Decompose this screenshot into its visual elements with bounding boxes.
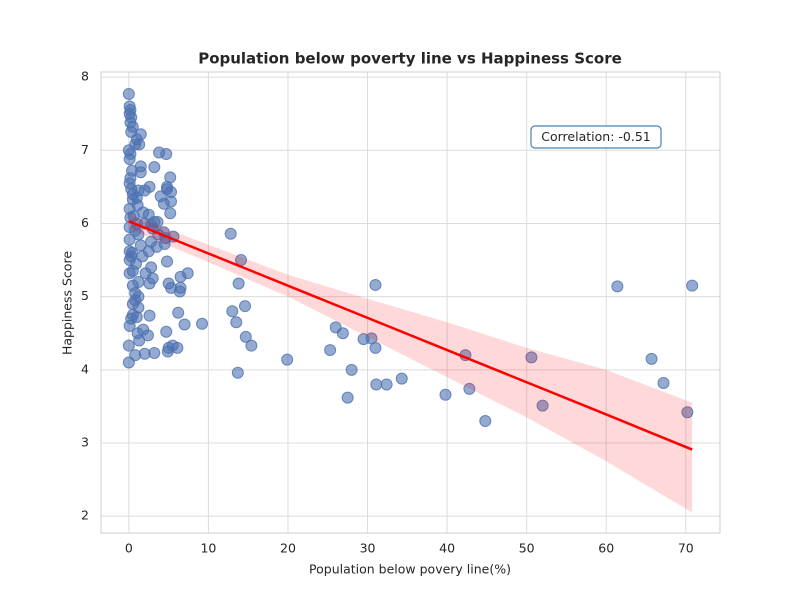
x-tick-label: 70	[678, 541, 694, 556]
point	[126, 246, 139, 259]
y-tick-label: 6	[81, 215, 89, 230]
y-tick-label: 7	[81, 142, 89, 157]
y-tick-label: 4	[81, 361, 89, 376]
confidence-band	[128, 213, 693, 513]
point	[130, 257, 143, 270]
point	[122, 356, 135, 369]
point	[380, 378, 393, 391]
point	[130, 311, 143, 324]
x-tick-label: 40	[439, 541, 455, 556]
x-axis-label: Population below povery line(%)	[309, 562, 511, 577]
point	[239, 300, 252, 313]
x-tick-label: 50	[519, 541, 535, 556]
annotation-box	[530, 125, 662, 149]
point	[133, 334, 146, 347]
point	[281, 353, 294, 366]
point	[123, 153, 136, 166]
point	[123, 267, 136, 280]
point	[134, 166, 147, 179]
y-tick-label: 3	[81, 434, 89, 449]
x-tick-label: 60	[598, 541, 614, 556]
point	[160, 325, 173, 338]
point	[157, 197, 170, 210]
point	[645, 352, 658, 365]
point	[536, 399, 549, 412]
point	[143, 277, 156, 290]
point	[439, 388, 452, 401]
regression-line	[128, 220, 693, 451]
point	[463, 382, 476, 395]
y-tick-label: 8	[81, 69, 89, 84]
x-tick-label: 0	[125, 541, 133, 556]
point	[681, 406, 694, 419]
point	[130, 191, 143, 204]
point	[226, 305, 239, 318]
point	[479, 415, 492, 428]
point	[161, 345, 174, 358]
point	[686, 279, 699, 292]
point	[230, 316, 243, 329]
point	[231, 366, 244, 379]
x-tick-label: 10	[200, 541, 216, 556]
y-tick-label: 5	[81, 288, 89, 303]
point	[395, 372, 408, 385]
point	[370, 378, 383, 391]
point	[239, 330, 252, 343]
point	[164, 207, 177, 220]
point	[161, 255, 174, 268]
chart-title: Population below poverty line vs Happine…	[198, 50, 622, 68]
point	[174, 270, 187, 283]
point	[138, 184, 151, 197]
point	[122, 87, 135, 100]
y-tick-label: 2	[81, 508, 89, 523]
point	[178, 318, 191, 331]
x-tick-label: 20	[280, 541, 296, 556]
point	[657, 376, 670, 389]
point	[160, 147, 173, 160]
point	[127, 210, 140, 223]
point	[172, 306, 185, 319]
point	[123, 233, 136, 246]
point	[369, 278, 382, 291]
point	[369, 341, 382, 354]
point	[224, 227, 237, 240]
point	[345, 363, 358, 376]
point	[122, 339, 135, 352]
point	[133, 138, 146, 151]
point	[141, 329, 154, 342]
point	[123, 319, 136, 332]
point	[196, 317, 209, 330]
point	[245, 339, 258, 352]
annotation: Correlation: -0.51	[541, 129, 650, 144]
x-tick-label: 30	[360, 541, 376, 556]
point	[611, 280, 624, 293]
point	[129, 224, 142, 237]
point	[232, 277, 245, 290]
y-axis-label: Happiness Score	[60, 251, 75, 355]
plot-frame	[100, 71, 721, 534]
point	[173, 285, 186, 298]
point	[341, 391, 354, 404]
point	[525, 351, 538, 364]
point	[143, 309, 156, 322]
point	[336, 327, 349, 340]
point	[324, 344, 337, 357]
point	[148, 161, 161, 174]
